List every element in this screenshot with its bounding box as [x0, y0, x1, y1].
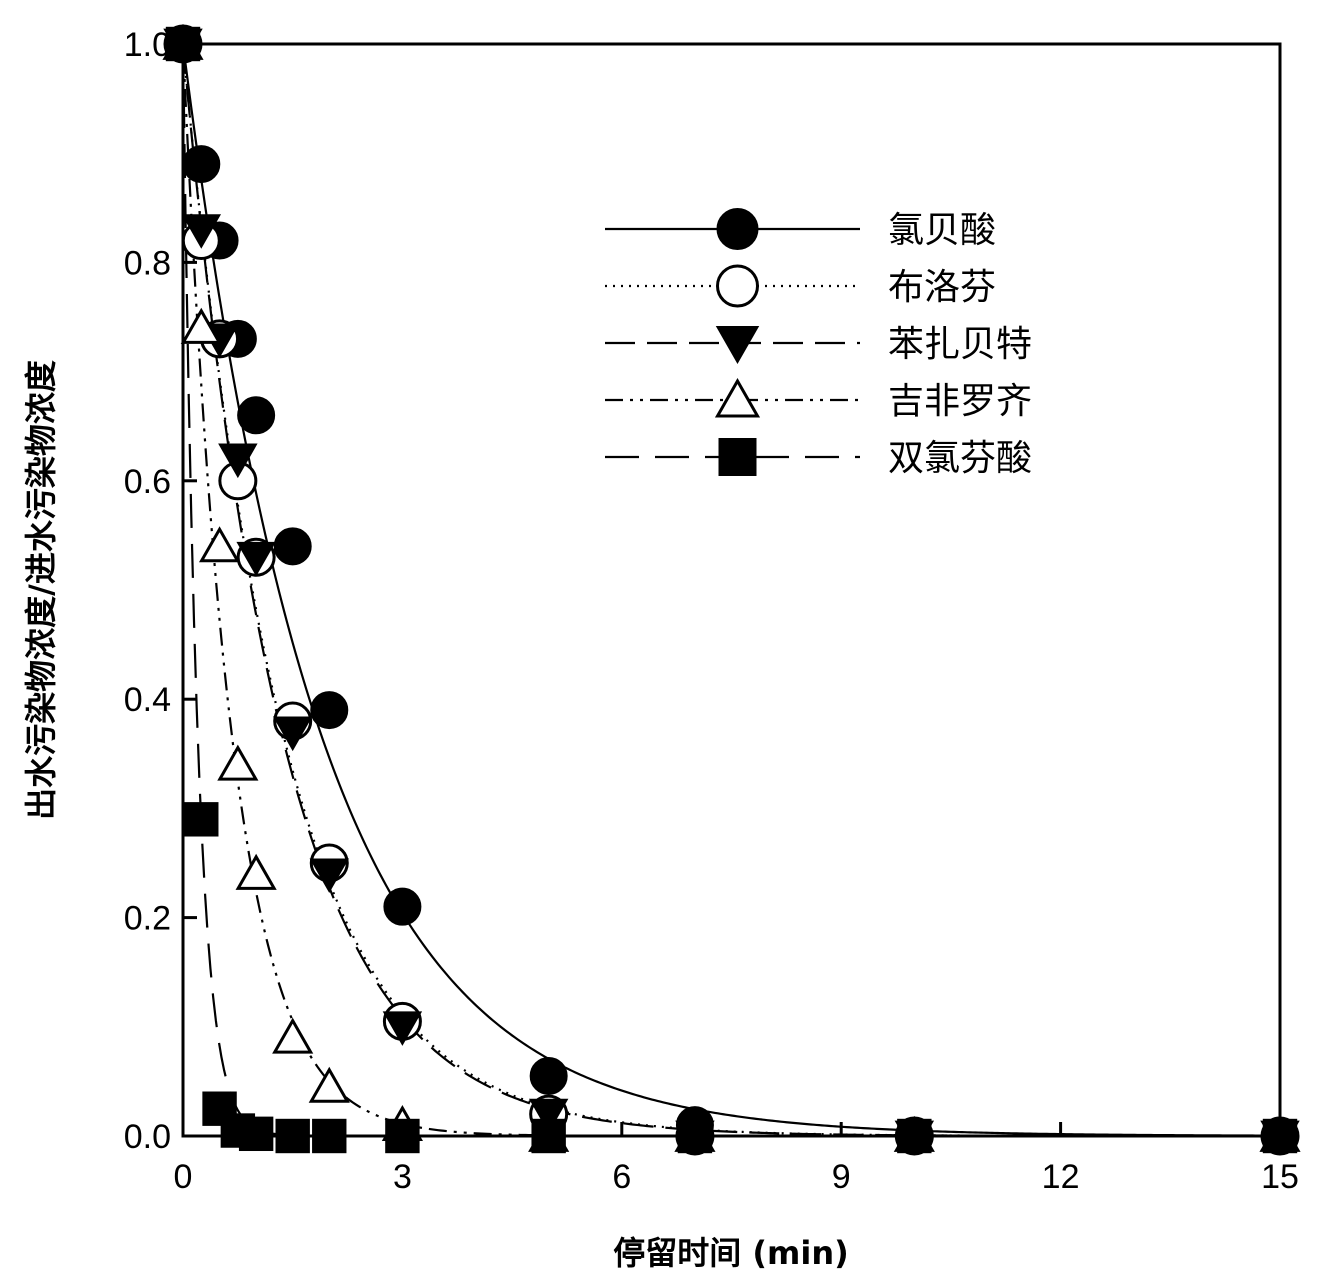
- series-line-2: [181, 43, 1280, 1138]
- point-3-6: [308, 1066, 350, 1103]
- legend-label-1: 布洛芬: [888, 267, 996, 308]
- point-2-1: [181, 214, 222, 249]
- point-0-4: [237, 396, 276, 435]
- y-tick-label-5: 1.0: [124, 26, 171, 64]
- x-tick-label-3: 9: [832, 1158, 851, 1196]
- point-0-6: [310, 691, 349, 730]
- plot-frame: [181, 42, 1282, 1138]
- legend-label-2: 苯扎贝特: [888, 324, 1032, 365]
- series-line-3: [181, 43, 1280, 1138]
- series-curves: [181, 43, 1280, 1138]
- legend-marker-0: [716, 208, 759, 250]
- point-3-3: [217, 744, 259, 781]
- point-4-1: [184, 802, 219, 837]
- legend-marker-1: [716, 264, 759, 308]
- legend-marker-2: [715, 326, 760, 365]
- point-2-4: [236, 541, 276, 577]
- point-2-7: [382, 1011, 423, 1046]
- axes: 0 3 6 9 12 15 0.0 0.2 0.4 0.6 0.8 1.0: [124, 26, 1299, 1196]
- point-3-5: [272, 1017, 314, 1054]
- point-0-7: [383, 887, 422, 926]
- point-4-8: [531, 1118, 566, 1154]
- y-tick-label-0: 0.0: [124, 1118, 171, 1156]
- point-3-1: [180, 307, 222, 344]
- legend-label-4: 双氯芬酸: [888, 438, 1032, 479]
- series-line-1: [181, 43, 1280, 1138]
- point-3-4: [235, 853, 277, 890]
- x-tick-label-4: 12: [1042, 1158, 1080, 1196]
- series-line-4: [181, 43, 1280, 1138]
- x-tick-label-2: 6: [612, 1158, 631, 1196]
- point-2-6: [309, 858, 349, 894]
- point-3-2: [198, 526, 241, 563]
- point-0-8: [529, 1056, 568, 1095]
- point-4-9: [677, 1118, 713, 1154]
- point-2-8: [528, 1098, 569, 1134]
- series-line-0: [181, 43, 1280, 1137]
- series-markers: [162, 23, 1301, 1156]
- point-4-4: [238, 1116, 274, 1152]
- point-2-3: [218, 443, 258, 479]
- legend-label-3: 吉非罗齐: [888, 381, 1032, 422]
- point-0-5: [273, 527, 312, 566]
- y-tick-label-2: 0.4: [124, 681, 171, 719]
- x-axis-title: 停留时间 (min): [613, 1234, 849, 1272]
- legend-marker-3: [714, 377, 761, 418]
- x-tick-label-1: 3: [393, 1158, 412, 1196]
- legend-marker-4: [718, 438, 757, 476]
- legend-label-0: 氯贝酸: [888, 210, 996, 251]
- point-4-10: [897, 1118, 932, 1154]
- x-tick-label-5: 15: [1261, 1158, 1299, 1196]
- point-4-6: [312, 1118, 347, 1154]
- point-0-1: [182, 145, 221, 184]
- y-axis-title: 出水污染物浓度/进水污染物浓度: [22, 360, 60, 820]
- y-tick-label-3: 0.6: [124, 463, 171, 501]
- point-2-5: [272, 716, 313, 752]
- y-tick-label-1: 0.2: [124, 900, 171, 938]
- y-tick-label-4: 0.8: [124, 244, 171, 282]
- point-4-5: [275, 1118, 310, 1154]
- x-tick-label-0: 0: [174, 1158, 193, 1196]
